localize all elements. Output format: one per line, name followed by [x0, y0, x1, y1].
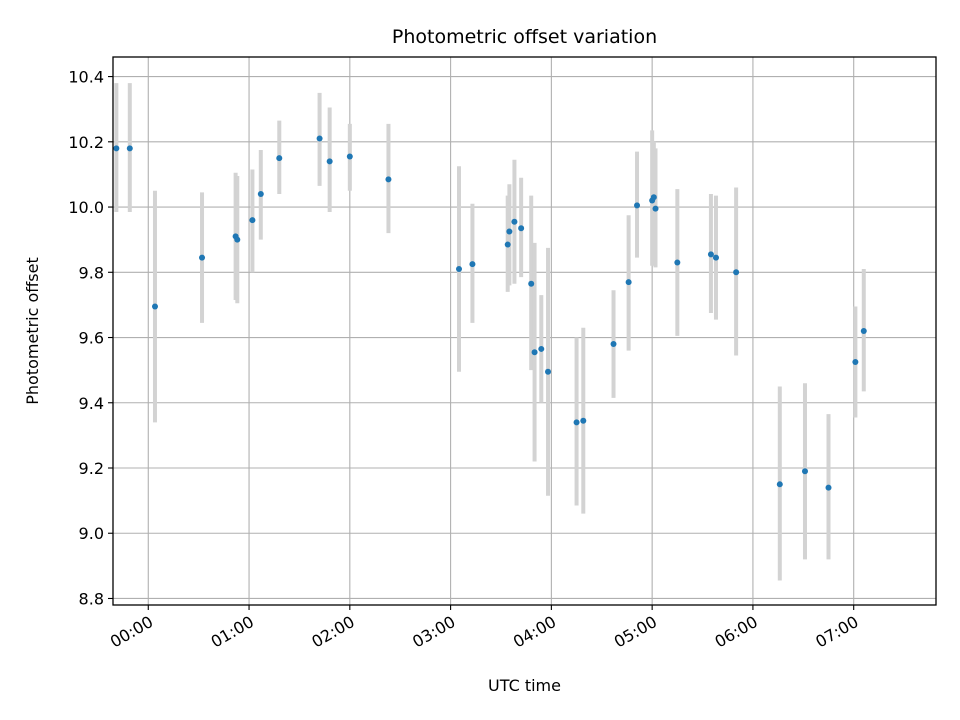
- y-tick-label: 9.4: [79, 394, 104, 413]
- y-tick-label: 8.8: [79, 589, 104, 608]
- data-point: [518, 225, 525, 232]
- plot-frame: [112, 56, 937, 606]
- data-point: [126, 145, 133, 152]
- x-axis-label: UTC time: [488, 676, 561, 695]
- data-point: [326, 158, 333, 165]
- data-point: [580, 417, 587, 424]
- data-point: [276, 155, 283, 162]
- data-point: [346, 153, 353, 160]
- data-point: [538, 345, 545, 352]
- data-point: [257, 191, 264, 197]
- chart-title: Photometric offset variation: [392, 26, 657, 48]
- data-point: [776, 481, 783, 488]
- data-point: [455, 266, 462, 273]
- data-point: [113, 145, 120, 152]
- data-point: [650, 194, 657, 201]
- data-point: [385, 176, 392, 183]
- data-point: [545, 368, 552, 375]
- y-tick-label: 9.8: [79, 263, 104, 282]
- data-point: [860, 328, 867, 334]
- data-point: [733, 269, 740, 276]
- data-point: [151, 303, 158, 310]
- data-point: [801, 468, 808, 475]
- data-point: [316, 135, 323, 142]
- data-point: [825, 484, 832, 491]
- data-point: [610, 341, 617, 348]
- data-point: [852, 358, 859, 365]
- data-point: [469, 261, 476, 268]
- data-point: [511, 218, 518, 225]
- data-point: [634, 202, 641, 209]
- data-point: [531, 349, 538, 356]
- data-points: [113, 135, 867, 491]
- y-tick-label: 10.4: [68, 68, 104, 87]
- data-point: [504, 241, 511, 248]
- y-tick-label: 9.6: [79, 329, 104, 348]
- data-point: [625, 279, 632, 286]
- y-tick-label: 9.0: [79, 524, 104, 543]
- data-point: [234, 236, 241, 243]
- data-point: [249, 217, 256, 224]
- data-point: [707, 251, 714, 258]
- data-point: [506, 228, 513, 235]
- y-axis-label: Photometric offset: [23, 257, 42, 405]
- y-tick-label: 9.2: [79, 459, 104, 478]
- data-point: [712, 254, 719, 261]
- data-point: [573, 419, 580, 426]
- data-point: [652, 205, 659, 212]
- y-tick-label: 10.0: [68, 198, 104, 217]
- data-point: [199, 254, 206, 261]
- y-tick-label: 10.2: [68, 133, 104, 152]
- data-point: [674, 259, 681, 266]
- data-point: [528, 280, 535, 287]
